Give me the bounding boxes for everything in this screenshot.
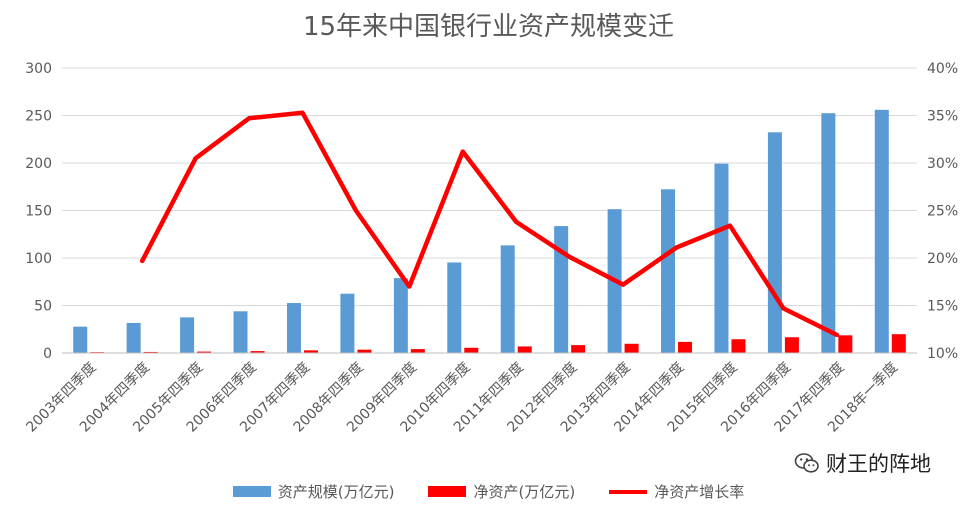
bar-assets [767,132,782,353]
bar-assets [73,326,88,353]
legend-swatch-growth-rate [609,489,648,494]
bar-net-assets [838,335,853,353]
y-left-tick-label: 0 [43,346,52,362]
bar-assets [286,303,301,353]
bar-net-assets [410,349,425,353]
y-right-tick-label: 30% [927,156,958,172]
bar-assets [714,163,729,353]
y-left-tick-label: 150 [25,204,52,220]
y-left-tick-label: 50 [34,299,52,315]
legend-item-growth-rate[interactable]: 净资产增长率 [609,481,744,502]
legend-label-growth-rate: 净资产增长率 [654,483,745,501]
legend-swatch-assets [232,486,271,497]
bar-net-assets [357,349,372,353]
watermark-text: 财王的阵地 [826,452,931,476]
bar-net-assets [891,334,906,353]
bar-net-assets [571,345,586,353]
chart-title: 15年来中国银行业资产规模变迁 [302,12,675,42]
legend-swatch-net-assets [428,486,467,497]
bar-assets [180,317,195,353]
bar-assets [126,322,141,353]
legend-item-assets[interactable]: 资产规模(万亿元) [232,481,395,502]
bar-net-assets [303,350,318,353]
legend-label-assets: 资产规模(万亿元) [277,483,395,501]
bar-assets [340,293,355,353]
watermark: 财王的阵地 [794,448,931,478]
bar-assets [661,189,676,353]
bar-net-assets [784,337,799,353]
bar-net-assets [678,341,693,353]
y-right-tick-label: 20% [927,251,958,267]
y-right-tick-label: 35% [927,109,958,125]
bar-net-assets [143,351,158,353]
bar-assets [393,278,408,353]
y-left-tick-label: 300 [25,61,52,77]
bar-assets [874,109,889,353]
bar-net-assets [731,339,746,353]
y-right-tick-label: 10% [927,346,958,362]
y-left-tick-label: 250 [25,109,52,125]
line-growth-rate [139,110,840,338]
y-left-tick-label: 100 [25,251,52,267]
bar-assets [821,113,836,353]
bar-assets [500,245,515,353]
bar-assets [447,262,462,353]
legend-label-net-assets: 净资产(万亿元) [473,483,576,501]
chart-legend: 资产规模(万亿元) 净资产(万亿元) 净资产增长率 [0,481,977,502]
bar-assets [233,311,248,353]
wechat-icon [794,453,819,473]
y-right-tick-label: 15% [927,299,958,315]
legend-item-net-assets[interactable]: 净资产(万亿元) [428,481,575,502]
bar-net-assets [250,351,265,353]
bar-net-assets [517,346,532,353]
y-right-tick-label: 25% [927,204,958,220]
bar-net-assets [197,351,212,353]
bar-assets [554,226,569,353]
y-right-tick-label: 40% [927,61,958,77]
bar-net-assets [624,343,639,353]
y-left-tick-label: 200 [25,156,52,172]
bar-net-assets [464,347,479,353]
